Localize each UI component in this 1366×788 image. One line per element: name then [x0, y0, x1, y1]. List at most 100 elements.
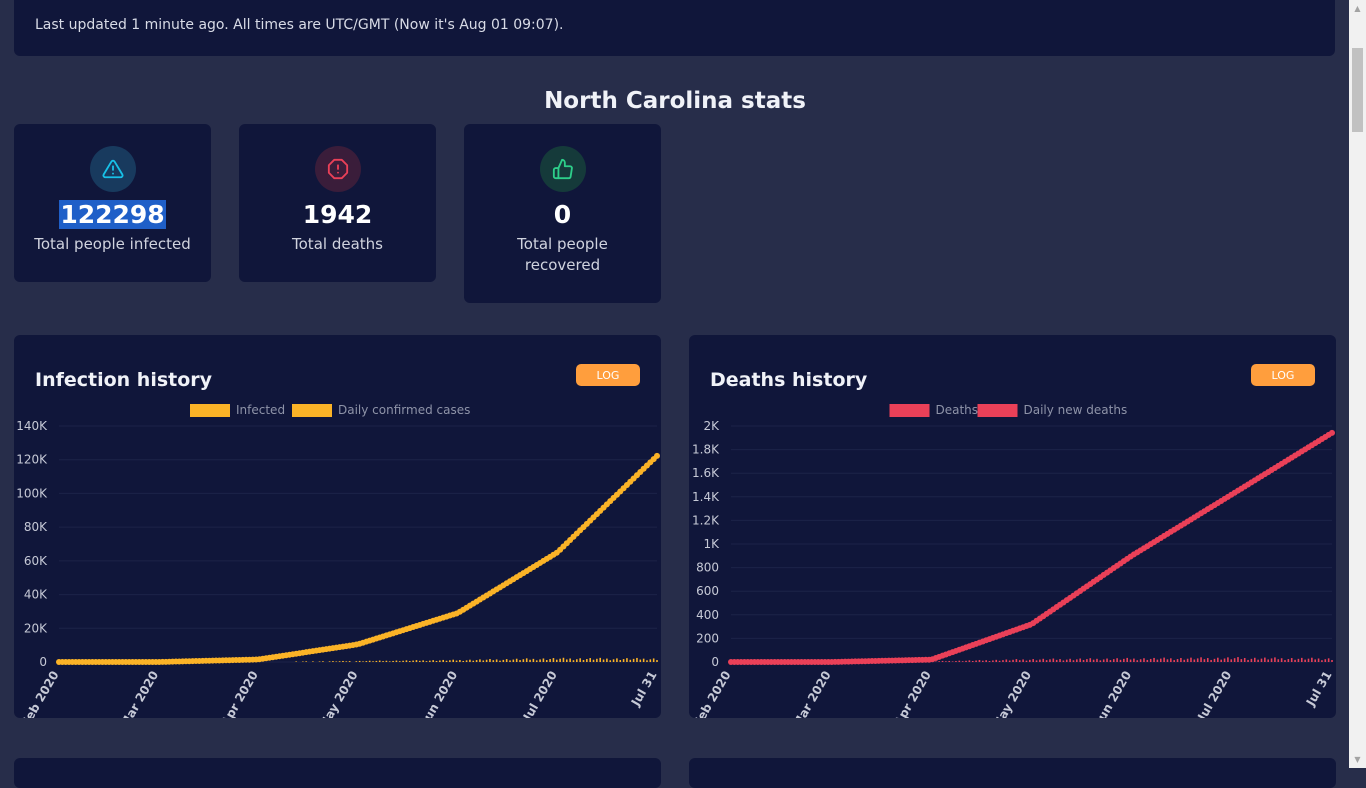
daily-bar [1166, 659, 1169, 662]
recovered-label: Total people recovered [517, 235, 608, 274]
daily-bar [565, 659, 568, 662]
legend-label[interactable]: Daily confirmed cases [338, 403, 470, 417]
page-scrollbar[interactable]: ▲ ▼ [1349, 0, 1366, 768]
daily-bar [1206, 658, 1209, 662]
daily-bar [469, 659, 471, 662]
daily-bar [626, 658, 628, 662]
daily-bar [1297, 658, 1300, 662]
daily-bar [348, 661, 351, 662]
data-point[interactable] [654, 452, 660, 459]
daily-bar [1280, 658, 1283, 662]
legend-label[interactable]: Infected [236, 403, 285, 417]
y-tick-label: 1.6K [692, 466, 720, 480]
warning-triangle-icon [89, 146, 136, 192]
infected-count: 122298 [59, 200, 166, 229]
legend-swatch[interactable] [977, 404, 1018, 417]
daily-bar [1196, 658, 1199, 662]
daily-bar [612, 659, 615, 662]
daily-bar [375, 660, 378, 662]
daily-bar [1076, 659, 1078, 662]
daily-bar [1324, 659, 1327, 662]
daily-bar [555, 659, 558, 662]
daily-bar [455, 660, 458, 662]
daily-bar [545, 660, 548, 662]
infection-log-button[interactable]: LOG [576, 364, 640, 386]
y-tick-label: 1.2K [692, 513, 720, 527]
daily-bar [345, 661, 348, 662]
daily-bar [1331, 659, 1333, 662]
daily-bar [1270, 658, 1273, 662]
y-tick-label: 80K [24, 520, 48, 534]
daily-bar [646, 660, 648, 662]
daily-bar [1200, 657, 1202, 662]
daily-bar [958, 660, 961, 662]
deaths-label: Total deaths [292, 235, 383, 253]
y-tick-label: 40K [24, 588, 48, 602]
daily-bar [338, 661, 341, 662]
daily-bar [1203, 659, 1206, 662]
daily-bar [425, 661, 428, 662]
daily-bar [1015, 659, 1018, 662]
daily-bar [1055, 659, 1058, 662]
x-tick-label: Apr 2020 [218, 669, 261, 719]
daily-bar [522, 659, 525, 662]
exclamation-circle-icon [314, 146, 361, 192]
daily-bar [529, 659, 531, 662]
daily-bar [1217, 657, 1219, 662]
page-title: North Carolina stats [544, 88, 806, 114]
x-tick-label: May 2020 [316, 669, 361, 719]
cumulative-line [59, 454, 659, 664]
daily-bar [1109, 660, 1112, 662]
legend-label[interactable]: Daily new deaths [1024, 403, 1128, 417]
daily-bar [552, 658, 555, 662]
daily-bar [1230, 659, 1233, 662]
y-tick-label: 0 [39, 655, 47, 669]
scroll-thumb[interactable] [1352, 48, 1363, 132]
scroll-down-arrow-icon[interactable]: ▼ [1354, 755, 1361, 764]
daily-bar [1025, 660, 1028, 662]
daily-bar [1012, 659, 1014, 662]
stat-card-deaths: 1942 Total deaths [239, 124, 436, 282]
daily-bar [452, 659, 455, 662]
x-tick-label: Jul 2020 [520, 669, 560, 719]
daily-bar [322, 661, 324, 662]
daily-bar [1180, 657, 1182, 662]
legend-label[interactable]: Deaths [936, 403, 979, 417]
daily-bar [398, 661, 401, 662]
y-tick-label: 1K [703, 537, 720, 551]
daily-bar [995, 659, 998, 662]
daily-bar [935, 661, 937, 662]
daily-bar [592, 659, 595, 662]
daily-bar [1300, 657, 1303, 662]
data-point[interactable] [1329, 429, 1335, 436]
daily-bar [1106, 658, 1108, 662]
y-tick-label: 1.4K [692, 490, 720, 504]
x-tick-label: Jun 2020 [1092, 669, 1134, 719]
daily-bar [1072, 660, 1075, 662]
daily-bar [1294, 659, 1296, 662]
legend-swatch[interactable] [889, 404, 930, 417]
daily-bar [539, 659, 541, 662]
y-tick-label: 2K [703, 419, 720, 433]
daily-bar [1129, 659, 1132, 662]
daily-bar [1227, 657, 1229, 662]
daily-bar [492, 660, 495, 662]
daily-bar [362, 661, 364, 662]
daily-bar [405, 660, 408, 662]
daily-bar [968, 660, 971, 662]
deaths-count: 1942 [302, 200, 373, 229]
daily-bar [1163, 657, 1165, 662]
daily-bar [1123, 658, 1125, 662]
daily-bar [465, 660, 468, 662]
y-tick-label: 1.8K [692, 443, 720, 457]
daily-bar [459, 660, 461, 662]
deaths-log-button[interactable]: LOG [1251, 364, 1315, 386]
daily-bar [549, 659, 551, 662]
scroll-up-arrow-icon[interactable]: ▲ [1354, 4, 1361, 13]
daily-bar [1223, 658, 1226, 662]
daily-bar [579, 658, 581, 662]
legend-swatch[interactable] [292, 404, 332, 417]
x-tick-label: Jun 2020 [418, 669, 460, 719]
legend-swatch[interactable] [190, 404, 230, 417]
daily-bar [602, 659, 605, 662]
